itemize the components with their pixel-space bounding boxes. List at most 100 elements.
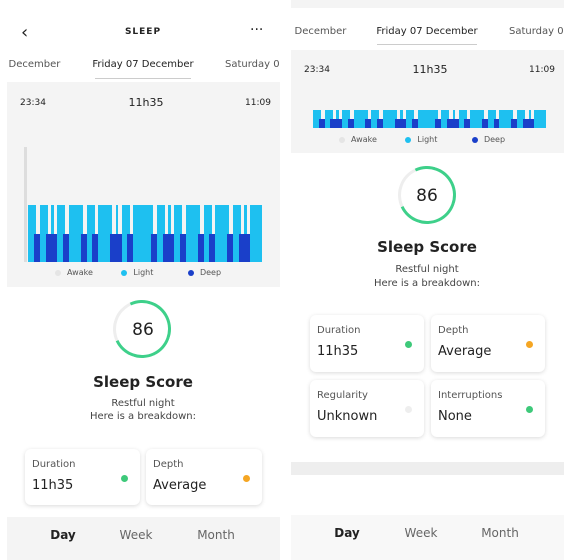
deep-segment [209, 233, 216, 262]
score-value: 86 [416, 186, 438, 206]
tab-month[interactable]: Month [197, 528, 235, 542]
light-segment [168, 205, 171, 234]
legend-awake: Awake [351, 135, 377, 144]
legend-awake: Awake [67, 268, 93, 277]
score-value: 86 [132, 320, 154, 340]
deep-segment [162, 233, 169, 262]
light-segment [499, 110, 506, 128]
card[interactable]: Duration 11h35 [25, 449, 140, 505]
card-value: None [438, 409, 472, 424]
light-segment [156, 205, 164, 262]
light-segment [394, 110, 397, 119]
legend-light: Light [417, 135, 438, 144]
deep-segment [226, 233, 234, 262]
legend: Awake Light Deep [339, 135, 505, 144]
light-segment [429, 110, 436, 128]
light-segment [115, 205, 119, 234]
more-button[interactable]: ··· [250, 22, 264, 38]
deep-segment [347, 119, 355, 128]
deep-segment [244, 233, 251, 262]
deep-segment [330, 119, 337, 128]
tab-bar: Day Week Month [7, 517, 280, 560]
light-segment [145, 205, 152, 262]
card-label: Regularity [317, 390, 368, 401]
light-segment [180, 205, 183, 234]
card[interactable]: Depth Average [431, 315, 545, 372]
light-segment [476, 110, 483, 128]
card-label: Duration [32, 459, 76, 470]
deep-segment [522, 119, 529, 128]
light-segment [382, 110, 390, 128]
prev-date[interactable]: 6 December [291, 26, 347, 37]
deep-segment [109, 233, 117, 262]
tab-week[interactable]: Week [404, 526, 438, 540]
light-segment [336, 110, 339, 119]
next-date[interactable]: Saturday 08 [225, 59, 280, 70]
light-segment [377, 110, 380, 119]
light-segment [150, 205, 154, 234]
tab-day[interactable]: Day [50, 528, 76, 542]
prev-date[interactable]: 6 December [7, 59, 61, 70]
end-time: 11:09 [529, 65, 555, 75]
deep-segment [435, 119, 442, 128]
light-segment [452, 110, 456, 119]
right-phone: 6 December Friday 07 December Saturday 0… [291, 0, 564, 560]
legend: Awake Light Deep [55, 268, 221, 277]
date-underline [95, 78, 191, 79]
light-segment [185, 205, 193, 262]
status-dot [526, 406, 533, 413]
light-segment [45, 205, 48, 234]
light-segment [423, 110, 430, 128]
light-segment [417, 110, 425, 128]
light-segment [197, 205, 200, 234]
card-value: Average [438, 344, 492, 359]
tab-week[interactable]: Week [119, 528, 153, 542]
light-segment [446, 110, 450, 119]
chart-area: 23:34 11h35 11:09 Awake Light Deep [7, 82, 280, 287]
deep-segment [377, 119, 384, 128]
duration: 11h35 [412, 63, 448, 76]
light-segment [313, 110, 320, 128]
card[interactable]: Depth Average [146, 449, 262, 505]
back-button[interactable]: ‹ [21, 22, 29, 43]
light-segment [109, 205, 113, 234]
light-segment [63, 205, 66, 234]
light-segment [133, 205, 140, 262]
light-segment [353, 110, 361, 128]
deep-segment [180, 233, 187, 262]
current-date[interactable]: Friday 07 December [376, 26, 478, 37]
next-date[interactable]: Saturday 08 [509, 26, 564, 37]
deep-segment [51, 233, 58, 262]
awake-bar [24, 147, 27, 262]
light-segment [540, 110, 547, 128]
top-strip [291, 0, 564, 8]
tab-bar: Day Week Month [291, 515, 564, 560]
deep-segment [493, 119, 500, 128]
tab-day[interactable]: Day [334, 526, 360, 540]
tab-month[interactable]: Month [481, 526, 519, 540]
deep-segment [336, 119, 343, 128]
status-dot [405, 406, 412, 413]
deep-segment [400, 119, 407, 128]
card-value: 11h35 [32, 478, 74, 493]
card[interactable]: Duration 11h35 [310, 315, 424, 372]
light-segment [470, 110, 477, 128]
deep-segment [45, 233, 52, 262]
legend-deep: Deep [483, 135, 506, 144]
light-segment [324, 110, 331, 128]
card[interactable]: Interruptions None [431, 380, 545, 437]
light-segment [464, 110, 467, 119]
legend-light: Light [133, 268, 154, 277]
card-label: Depth [438, 325, 469, 336]
card-value: Unknown [317, 409, 378, 424]
duration: 11h35 [128, 96, 164, 109]
card[interactable]: Regularity Unknown [310, 380, 424, 437]
light-segment [226, 205, 230, 234]
light-segment [33, 205, 37, 234]
current-date[interactable]: Friday 07 December [92, 59, 194, 70]
card-label: Duration [317, 325, 361, 336]
light-segment [493, 110, 496, 119]
light-segment [406, 110, 413, 128]
light-segment [39, 205, 47, 262]
light-segment [74, 205, 82, 262]
